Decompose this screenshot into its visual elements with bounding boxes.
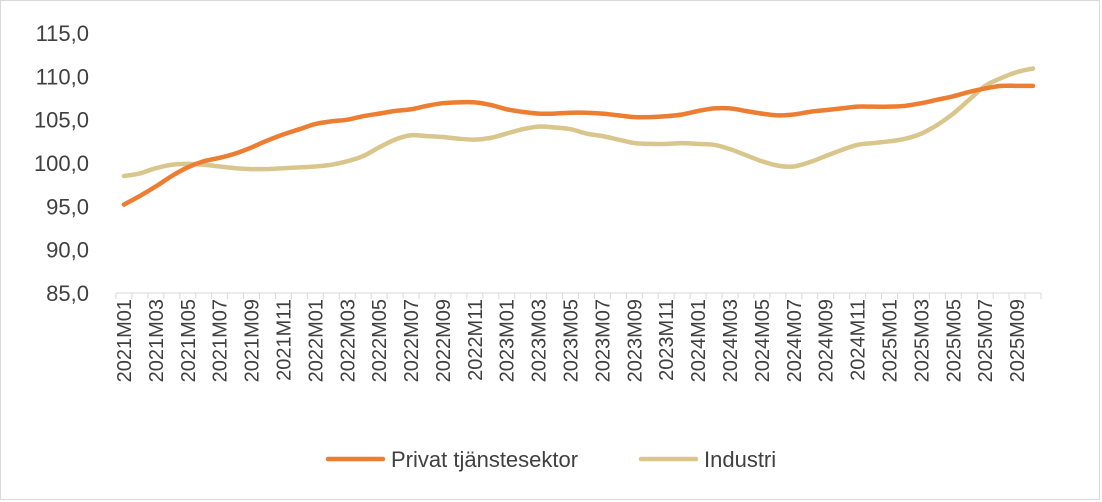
x-tick-label: 2024M11 bbox=[848, 299, 870, 381]
x-tick-label: 2025M03 bbox=[911, 299, 933, 382]
legend-label: Industri bbox=[704, 447, 776, 472]
x-tick-label: 2021M09 bbox=[242, 299, 264, 382]
y-tick-label: 95,0 bbox=[46, 194, 89, 219]
series-line-privat-tjanstesektor bbox=[121, 83, 1036, 207]
series-line-industri bbox=[121, 66, 1036, 179]
y-tick-label: 100,0 bbox=[34, 151, 89, 176]
x-tick-label: 2022M01 bbox=[305, 299, 327, 382]
x-tick-label: 2023M07 bbox=[592, 299, 614, 382]
x-tick-label: 2022M05 bbox=[369, 299, 391, 382]
x-tick-label: 2024M03 bbox=[720, 299, 742, 382]
x-tick-label: 2023M01 bbox=[497, 299, 519, 382]
x-tick-label: 2024M01 bbox=[688, 299, 710, 382]
x-tick-label: 2021M03 bbox=[146, 299, 168, 382]
x-tick-label: 2024M07 bbox=[784, 299, 806, 382]
y-tick-label: 105,0 bbox=[34, 108, 89, 133]
x-tick-label: 2021M01 bbox=[114, 299, 136, 382]
y-tick-label: 90,0 bbox=[46, 238, 89, 263]
x-tick-label: 2021M05 bbox=[178, 299, 200, 382]
x-tick-label: 2024M09 bbox=[816, 299, 838, 382]
x-tick-label: 2025M05 bbox=[943, 299, 965, 382]
x-tick-label: 2021M07 bbox=[210, 299, 232, 382]
x-axis: 2021M01 2021M03 2021M05 2021M07 2021M09 2021M… bbox=[114, 292, 1042, 382]
x-tick-label: 2022M11 bbox=[465, 299, 487, 381]
x-tick-label: 2021M11 bbox=[273, 299, 295, 381]
y-tick-label: 85,0 bbox=[46, 281, 89, 306]
x-tick-label: 2023M09 bbox=[624, 299, 646, 382]
x-tick-label: 2025M01 bbox=[879, 299, 901, 382]
x-tick-label: 2024M05 bbox=[752, 299, 774, 382]
legend-label: Privat tjänstesektor bbox=[391, 447, 578, 472]
x-tick-label: 2025M09 bbox=[1007, 299, 1029, 382]
y-tick-label: 110,0 bbox=[36, 64, 89, 89]
legend: Privat tjänstesektor Industri bbox=[325, 447, 776, 472]
y-tick-label: 115,0 bbox=[36, 21, 89, 46]
x-tick-label: 2023M05 bbox=[561, 299, 583, 382]
x-tick-label: 2022M09 bbox=[433, 299, 455, 382]
x-tick-label: 2022M03 bbox=[337, 299, 359, 382]
x-tick-label: 2023M11 bbox=[656, 299, 678, 381]
x-tick-label: 2025M07 bbox=[975, 299, 997, 382]
x-tick-label: 2022M07 bbox=[401, 299, 423, 382]
x-tick-label: 2023M03 bbox=[529, 299, 551, 382]
y-axis: 85,0 90,0 95,0 100,0 105,0 110,0 115,0 bbox=[34, 21, 89, 306]
series-lines bbox=[121, 66, 1036, 207]
